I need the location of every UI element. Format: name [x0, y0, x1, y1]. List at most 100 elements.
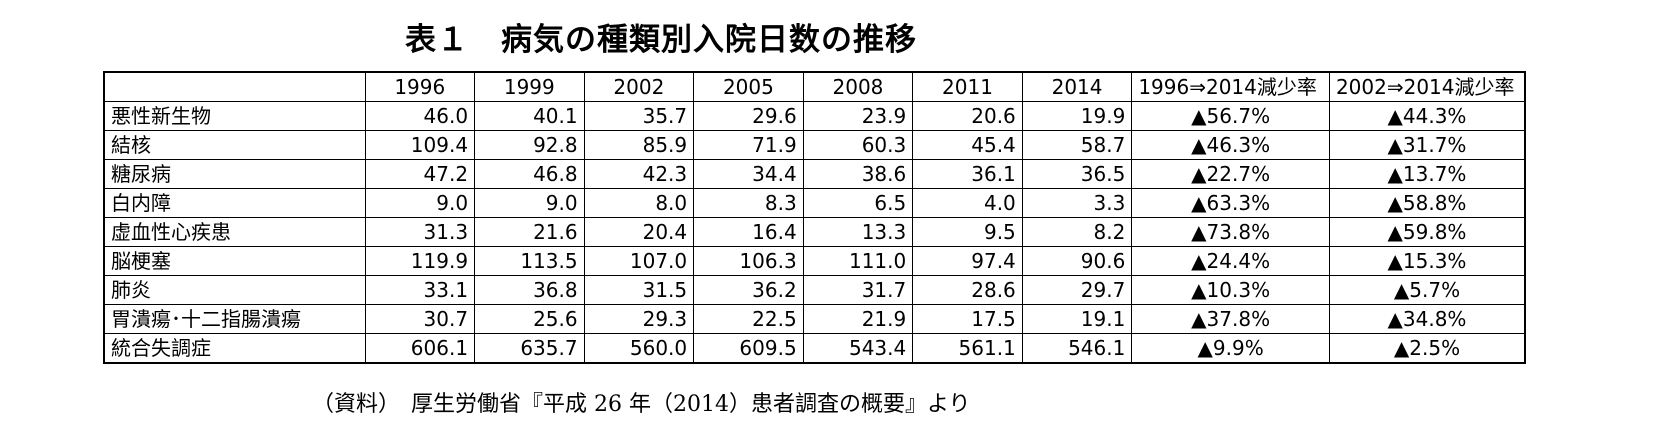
reduction-rate-cell: ▲46.3% [1131, 130, 1330, 160]
reduction-rate-cell: ▲58.8% [1328, 188, 1526, 218]
reduction-rate-cell: ▲63.3% [1131, 188, 1330, 218]
value-cell: 17.5 [912, 304, 1023, 334]
table-row: 脳梗塞 119.9 113.5 107.0 106.3 111.0 97.4 90.6 ▲24.… [103, 246, 1526, 276]
reduction-rate-cell: ▲5.7% [1328, 275, 1526, 305]
value-cell: 36.2 [693, 275, 804, 305]
value-cell: 20.6 [912, 101, 1023, 131]
value-cell: 9.0 [364, 188, 476, 218]
reduction-rate-cell: ▲22.7% [1131, 159, 1330, 189]
value-cell: 113.5 [474, 246, 585, 276]
value-cell: 111.0 [802, 246, 914, 276]
value-cell: 119.9 [364, 246, 476, 276]
value-cell: 8.2 [1021, 217, 1133, 247]
row-label: 胃潰瘍･十二指腸潰瘍 [103, 304, 366, 334]
reduction-rate-cell: ▲9.9% [1131, 333, 1330, 364]
value-cell: 90.6 [1021, 246, 1133, 276]
column-header: 2011 [912, 71, 1023, 102]
value-cell: 109.4 [364, 130, 476, 160]
value-cell: 29.6 [693, 101, 804, 131]
table-body: 悪性新生物 46.0 40.1 35.7 29.6 23.9 20.6 19.9 ▲56.7% ▲… [103, 101, 1526, 364]
value-cell: 31.3 [364, 217, 476, 247]
value-cell: 9.0 [474, 188, 585, 218]
value-cell: 21.9 [802, 304, 914, 334]
value-cell: 58.7 [1021, 130, 1133, 160]
value-cell: 47.2 [364, 159, 476, 189]
reduction-rate-cell: ▲59.8% [1328, 217, 1526, 247]
table-row: 白内障 9.0 9.0 8.0 8.3 6.5 4.0 3.3 ▲63.3% ▲58.8% [103, 188, 1526, 218]
value-cell: 543.4 [802, 333, 914, 364]
value-cell: 106.3 [693, 246, 804, 276]
value-cell: 45.4 [912, 130, 1023, 160]
column-header: 2002⇒2014減少率 [1328, 71, 1526, 102]
value-cell: 19.1 [1021, 304, 1133, 334]
value-cell: 13.3 [802, 217, 914, 247]
value-cell: 36.5 [1021, 159, 1133, 189]
value-cell: 606.1 [364, 333, 476, 364]
table-row: 虚血性心疾患 31.3 21.6 20.4 16.4 13.3 9.5 8.2 ▲73.8% ▲5… [103, 217, 1526, 247]
value-cell: 21.6 [474, 217, 585, 247]
value-cell: 36.1 [912, 159, 1023, 189]
value-cell: 635.7 [474, 333, 585, 364]
value-cell: 561.1 [912, 333, 1023, 364]
value-cell: 38.6 [802, 159, 914, 189]
column-header: 1996 [364, 71, 476, 102]
value-cell: 29.3 [583, 304, 695, 334]
table-row: 悪性新生物 46.0 40.1 35.7 29.6 23.9 20.6 19.9 ▲56.7% ▲… [103, 101, 1526, 131]
row-label: 白内障 [103, 188, 366, 218]
table-row: 胃潰瘍･十二指腸潰瘍 30.7 25.6 29.3 22.5 21.9 17.5 19.1 ▲3… [103, 304, 1526, 334]
header-corner-cell [103, 71, 366, 102]
source-note: （資料） 厚生労働省『平成 26 年（2014）患者調査の概要』より [312, 392, 971, 417]
row-label: 悪性新生物 [103, 101, 366, 131]
value-cell: 22.5 [693, 304, 804, 334]
header-row: 1996 1999 2002 2005 2008 2011 2014 1996⇒2014減少率… [103, 71, 1526, 102]
column-header: 1996⇒2014減少率 [1131, 71, 1330, 102]
value-cell: 9.5 [912, 217, 1023, 247]
reduction-rate-cell: ▲13.7% [1328, 159, 1526, 189]
value-cell: 107.0 [583, 246, 695, 276]
column-header: 2008 [802, 71, 914, 102]
value-cell: 25.6 [474, 304, 585, 334]
value-cell: 35.7 [583, 101, 695, 131]
value-cell: 36.8 [474, 275, 585, 305]
column-header: 2014 [1021, 71, 1133, 102]
value-cell: 546.1 [1021, 333, 1133, 364]
reduction-rate-cell: ▲56.7% [1131, 101, 1330, 131]
data-table: 1996 1999 2002 2005 2008 2011 2014 1996⇒2014減少率… [103, 71, 1526, 364]
row-label: 脳梗塞 [103, 246, 366, 276]
table-row: 糖尿病 47.2 46.8 42.3 34.4 38.6 36.1 36.5 ▲22.7% ▲13… [103, 159, 1526, 189]
value-cell: 6.5 [802, 188, 914, 218]
reduction-rate-cell: ▲34.8% [1328, 304, 1526, 334]
value-cell: 40.1 [474, 101, 585, 131]
value-cell: 3.3 [1021, 188, 1133, 218]
row-label: 糖尿病 [103, 159, 366, 189]
value-cell: 60.3 [802, 130, 914, 160]
value-cell: 8.3 [693, 188, 804, 218]
row-label: 統合失調症 [103, 333, 366, 364]
reduction-rate-cell: ▲10.3% [1131, 275, 1330, 305]
value-cell: 85.9 [583, 130, 695, 160]
value-cell: 97.4 [912, 246, 1023, 276]
table-row: 統合失調症 606.1 635.7 560.0 609.5 543.4 561.1 546.1… [103, 333, 1526, 364]
reduction-rate-cell: ▲2.5% [1328, 333, 1526, 364]
chart-title: 表１ 病気の種類別入院日数の推移 [405, 22, 917, 58]
value-cell: 42.3 [583, 159, 695, 189]
value-cell: 31.7 [802, 275, 914, 305]
value-cell: 31.5 [583, 275, 695, 305]
reduction-rate-cell: ▲15.3% [1328, 246, 1526, 276]
value-cell: 46.8 [474, 159, 585, 189]
value-cell: 46.0 [364, 101, 476, 131]
table-row: 肺炎 33.1 36.8 31.5 36.2 31.7 28.6 29.7 ▲10.3% ▲5.7… [103, 275, 1526, 305]
value-cell: 20.4 [583, 217, 695, 247]
value-cell: 33.1 [364, 275, 476, 305]
column-header: 2005 [693, 71, 804, 102]
row-label: 肺炎 [103, 275, 366, 305]
row-label: 虚血性心疾患 [103, 217, 366, 247]
column-header: 2002 [583, 71, 695, 102]
value-cell: 609.5 [693, 333, 804, 364]
reduction-rate-cell: ▲37.8% [1131, 304, 1330, 334]
value-cell: 4.0 [912, 188, 1023, 218]
value-cell: 71.9 [693, 130, 804, 160]
row-label: 結核 [103, 130, 366, 160]
column-header: 1999 [474, 71, 585, 102]
value-cell: 30.7 [364, 304, 476, 334]
